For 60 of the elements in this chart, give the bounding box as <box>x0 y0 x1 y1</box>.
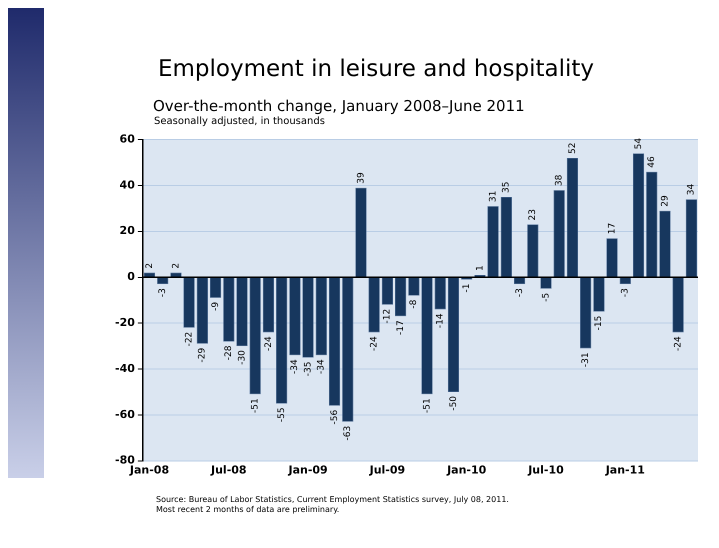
data-label: 23 <box>528 209 538 220</box>
data-label: -8 <box>409 299 420 309</box>
data-label: 17 <box>607 222 618 234</box>
x-tick-label: Jul-08 <box>210 463 247 476</box>
data-label: -3 <box>514 288 525 298</box>
data-label: -63 <box>343 426 354 440</box>
data-label: -9 <box>210 302 221 311</box>
data-label: -56 <box>330 409 340 424</box>
data-label: -22 <box>184 332 194 346</box>
chart-subtitle: Over-the-month change, January 2008–June 2011 <box>153 97 525 115</box>
data-label: -12 <box>382 308 393 324</box>
data-label: -51 <box>422 398 432 413</box>
data-label: -31 <box>580 352 591 368</box>
data-label: -14 <box>436 313 446 328</box>
data-label: -24 <box>264 336 274 352</box>
y-tick-label: -20 <box>115 316 136 329</box>
chart-title: Employment in leisure and hospitality <box>158 56 594 82</box>
y-tick-label: 0 <box>127 270 136 284</box>
data-label: 39 <box>356 172 366 184</box>
data-label: 35 <box>502 182 512 193</box>
data-label: -29 <box>198 348 208 362</box>
data-label: -51 <box>250 398 261 413</box>
data-label: -5 <box>541 292 552 302</box>
data-label: -17 <box>396 320 406 335</box>
data-label: -28 <box>224 345 234 360</box>
y-tick-label: 40 <box>120 178 136 192</box>
data-label: -55 <box>277 407 287 422</box>
x-tick-label: Jan-09 <box>287 463 328 476</box>
data-label: 52 <box>568 142 578 154</box>
x-tick-label: Jul-10 <box>527 463 564 476</box>
y-axis-title: Seasonally adjusted, in thousands <box>154 116 325 127</box>
data-label: -30 <box>237 350 248 365</box>
source-note: Source: Bureau of Labor Statistics, Current Employment Statistics survey, July 08, 2011. <box>156 495 509 505</box>
data-label: 31 <box>488 190 498 202</box>
data-label: -34 <box>316 358 327 374</box>
data-label: -34 <box>290 358 300 374</box>
data-label: -3 <box>158 288 168 298</box>
y-tick-label: 60 <box>120 132 136 146</box>
data-label: -50 <box>448 396 459 411</box>
data-label: -35 <box>303 362 314 376</box>
data-label: -15 <box>594 316 604 330</box>
data-label: 29 <box>660 194 670 207</box>
data-label: 54 <box>634 138 644 150</box>
data-label: -24 <box>674 336 684 352</box>
data-label: -3 <box>620 288 631 298</box>
data-label: 34 <box>686 184 697 196</box>
data-label: 1 <box>475 265 486 271</box>
y-tick-label: -40 <box>115 362 136 375</box>
y-tick-label: 20 <box>120 224 136 238</box>
x-tick-label: Jan-11 <box>604 463 645 476</box>
data-label: -1 <box>462 284 472 293</box>
data-label: 2 <box>171 262 182 269</box>
y-tick-label: -60 <box>115 408 136 421</box>
data-label: 38 <box>554 174 565 186</box>
data-label: 2 <box>144 262 155 269</box>
text: Most recent 2 months of data are preliminary. <box>156 505 340 515</box>
x-tick-label: Jul-09 <box>368 463 406 476</box>
data-label: -24 <box>370 336 380 352</box>
data-label: 46 <box>647 156 658 168</box>
x-tick-label: Jan-10 <box>446 463 487 476</box>
